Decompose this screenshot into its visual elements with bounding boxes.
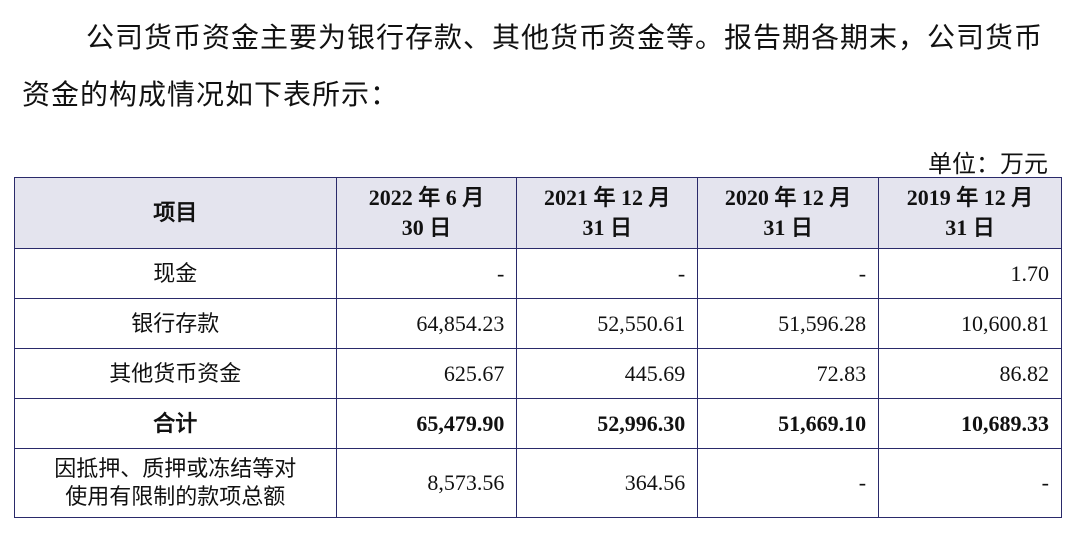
cell-text: 其他货币资金 — [109, 360, 242, 386]
cell: 52,996.30 — [516, 398, 699, 449]
paragraph-line: 资金的构成情况如下表所示： — [22, 80, 400, 111]
cell-text: 31 日 — [945, 215, 995, 240]
cell-text: 31 日 — [582, 215, 633, 240]
table: 项目 2022 年 6 月 30 日 2021 年 12 月 31 日 2020 年 12… — [14, 177, 1062, 518]
header-cell: 2019 年 12 月 31 日 — [878, 177, 1062, 249]
cell-text: 银行存款 — [131, 310, 220, 336]
cell: 52,550.61 — [516, 298, 699, 349]
cell-text: 2021 年 12 月 — [544, 185, 671, 210]
row-label: 其他货币资金 — [14, 348, 337, 399]
table-row: 银行存款 64,854.23 52,550.61 51,596.28 10,600.81 — [14, 298, 1062, 349]
cell: 8,573.56 — [335, 448, 518, 518]
cell-text: 2022 年 6 月 — [368, 185, 485, 210]
cell: 1.70 — [878, 248, 1062, 299]
cell-text: 项目 — [153, 200, 198, 225]
header-cell: 项目 — [14, 177, 337, 249]
table-row: 其他货币资金 625.67 445.69 72.83 86.82 — [14, 348, 1062, 399]
table-row: 现金 - - -1.70 — [14, 248, 1062, 299]
row-label: 银行存款 — [14, 298, 337, 349]
paragraph-line: 公司货币资金主要为银行存款、其他货币资金等。报告期各期末，公司货币 — [86, 23, 1044, 54]
cell: 86.82 — [878, 348, 1062, 399]
cell-text: 31 日 — [763, 215, 813, 240]
cell: 51,669.10 — [697, 398, 880, 449]
table-row: 因抵押、质押或冻结等对 使用有限制的款项总额 8,573.56 364.56- - — [14, 448, 1062, 518]
cell: 65,479.90 — [335, 398, 518, 449]
header-cell: 2022 年 6 月 30 日 — [335, 177, 518, 249]
cell: 72.83 — [697, 348, 880, 399]
cell: 64,854.23 — [335, 298, 518, 349]
header-row: 项目 2022 年 6 月 30 日 2021 年 12 月 31 日 2020 年 12… — [14, 177, 1062, 249]
cell-text: 2020 年 12 月 — [724, 185, 852, 210]
cell: - — [878, 448, 1062, 518]
cell: - — [335, 248, 518, 299]
cell-text: 合计 — [153, 410, 198, 436]
header-cell: 2020 年 12 月 31 日 — [697, 177, 880, 249]
unit-label: 单位：万元 — [928, 152, 1048, 178]
table-row: 合计 65,479.90 52,996.30 51,669.10 10,689.33 — [14, 398, 1062, 449]
cell: 10,689.33 — [878, 398, 1062, 449]
cell-text: 30 日 — [401, 215, 452, 240]
cell: 445.69 — [516, 348, 699, 399]
cell: 364.56 — [516, 448, 699, 518]
row-label: 合计 — [14, 398, 337, 449]
cell: 51,596.28 — [697, 298, 880, 349]
cell: - — [697, 248, 880, 299]
cell: - — [697, 448, 880, 518]
cell-text: 现金 — [153, 260, 198, 286]
cell-text: 2019 年 12 月 — [906, 185, 1034, 210]
header-cell: 2021 年 12 月 31 日 — [516, 177, 699, 249]
cell-text: 使用有限制的款项总额 — [65, 484, 286, 509]
cell: - — [516, 248, 699, 299]
row-label: 现金 — [14, 248, 337, 299]
cell: 625.67 — [335, 348, 518, 399]
cell: 10,600.81 — [878, 298, 1062, 349]
row-label: 因抵押、质押或冻结等对 使用有限制的款项总额 — [14, 448, 337, 518]
cell-text: 因抵押、质押或冻结等对 — [54, 456, 297, 481]
